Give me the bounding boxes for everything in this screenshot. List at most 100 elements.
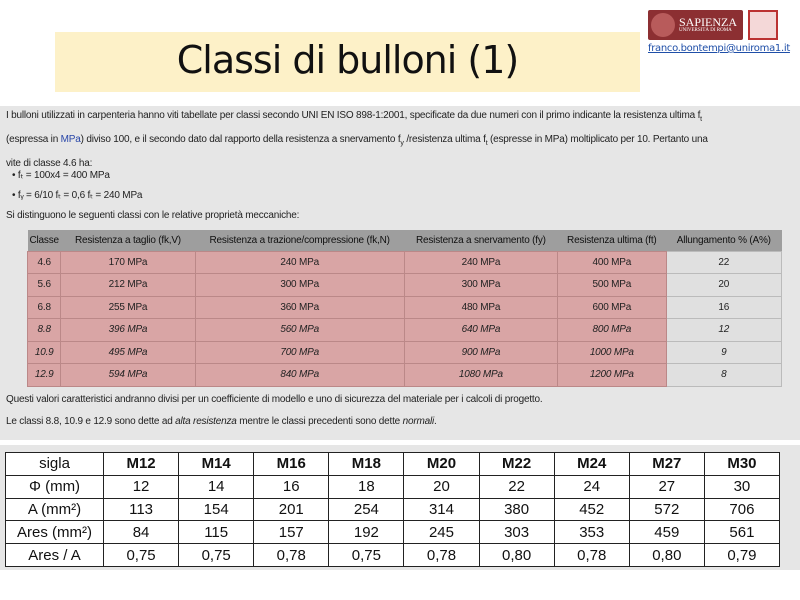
table-cell: 8 — [665, 363, 783, 387]
table-cell: 400 MPa — [557, 250, 667, 274]
table-cell: 700 MPa — [194, 340, 405, 364]
table-cell: 459 — [628, 520, 705, 545]
row-header: A (mm²) — [5, 497, 104, 522]
bolt-sizes-table: sigla M12 M14 M16 M18 M20 M22 M24 M27 M30 Φ (mm) 12… — [5, 452, 781, 567]
column-header: M22 — [478, 452, 555, 476]
column-header: M20 — [403, 452, 480, 476]
table-cell: 640 MPa — [403, 318, 559, 342]
table-cell: 240 MPa — [194, 250, 405, 274]
table-row: 5.6 212 MPa 300 MPa 300 MPa 500 MPa 20 — [26, 273, 783, 297]
table-cell: 9 — [665, 340, 783, 364]
table-cell: 22 — [478, 474, 555, 499]
table-cell: 192 — [328, 520, 405, 545]
column-header: M14 — [178, 452, 255, 476]
table-cell: 113 — [102, 497, 180, 522]
mpa-link[interactable]: MPa — [60, 134, 81, 145]
row-header: Ares (mm²) — [5, 520, 104, 545]
table-row: Φ (mm) 12 14 16 18 20 22 24 27 30 — [5, 474, 781, 499]
table-cell: 240 MPa — [403, 250, 559, 274]
title-band — [55, 32, 640, 92]
table-cell: 18 — [328, 474, 405, 499]
column-header: Resistenza a trazione/compressione (fk,N… — [195, 230, 405, 251]
table-row: 4.6 170 MPa 240 MPa 240 MPa 400 MPa 22 — [26, 250, 783, 274]
table-cell: 560 MPa — [194, 318, 405, 342]
table-cell: 353 — [553, 520, 630, 545]
table-cell: 314 — [403, 497, 480, 522]
table-row: Ares / A 0,75 0,75 0,78 0,75 0,78 0,80 0,78 0,80… — [5, 543, 781, 567]
table-cell: 16 — [253, 474, 330, 499]
table-cell: 84 — [102, 520, 180, 545]
table-cell: 170 MPa — [60, 250, 196, 274]
table-cell: 212 MPa — [60, 273, 196, 297]
table-cell: 0,75 — [102, 543, 180, 567]
table-cell: 27 — [628, 474, 705, 499]
table-cell: 0,80 — [478, 543, 555, 567]
table-cell: 1200 MPa — [557, 363, 667, 387]
table-cell: 500 MPa — [557, 273, 667, 297]
table-row: A (mm²) 113 154 201 254 314 380 452 572 706 — [5, 497, 781, 522]
table-cell: 10.9 — [26, 340, 62, 364]
table-cell: 452 — [553, 497, 630, 522]
table-cell: 12 — [102, 474, 180, 499]
table-cell: 561 — [703, 520, 781, 545]
table-cell: 303 — [478, 520, 555, 545]
table-cell: 300 MPa — [403, 273, 559, 297]
column-header: M30 — [703, 452, 781, 476]
table-cell: 20 — [665, 273, 783, 297]
fbo-logo — [748, 10, 778, 40]
table-cell: 300 MPa — [194, 273, 405, 297]
table-cell: 396 MPa — [60, 318, 196, 342]
table-cell: 12.9 — [26, 363, 62, 387]
column-header: sigla — [5, 452, 104, 476]
table-cell: 0,75 — [328, 543, 405, 567]
classes-intro: Si distinguono le seguenti classi con le… — [6, 210, 300, 221]
table-cell: 5.6 — [26, 273, 62, 297]
table-cell: 1080 MPa — [403, 363, 559, 387]
column-header: Allungamento % (A%) — [666, 230, 782, 251]
column-header: M12 — [102, 452, 180, 476]
column-header: M24 — [553, 452, 630, 476]
column-header: Classe — [27, 230, 61, 251]
table-cell: 12 — [665, 318, 783, 342]
email-link[interactable]: franco.bontempi@uniroma1.it — [648, 43, 790, 54]
table-cell: 115 — [178, 520, 255, 545]
table-cell: 8.8 — [26, 318, 62, 342]
table-row: 8.8 396 MPa 560 MPa 640 MPa 800 MPa 12 — [26, 318, 783, 342]
table-cell: 594 MPa — [60, 363, 196, 387]
seal-icon — [651, 13, 675, 37]
table-cell: 255 MPa — [60, 295, 196, 319]
table-row: 10.9 495 MPa 700 MPa 900 MPa 1000 MPa 9 — [26, 340, 783, 364]
row-header: Ares / A — [5, 543, 104, 567]
table-cell: 4.6 — [26, 250, 62, 274]
table-cell: 20 — [403, 474, 480, 499]
column-header: Resistenza ultima (ft) — [557, 230, 667, 251]
table-cell: 0,75 — [178, 543, 255, 567]
content-block: I bulloni utilizzati in carpenteria hann… — [0, 106, 800, 440]
table-cell: 154 — [178, 497, 255, 522]
table-cell: 6.8 — [26, 295, 62, 319]
table-row: Ares (mm²) 84 115 157 192 245 303 353 459 561 — [5, 520, 781, 545]
table-cell: 16 — [665, 295, 783, 319]
row-header: Φ (mm) — [5, 474, 104, 499]
bullet-fy: fᵧ = 6/10 fₜ = 0,6 fₜ = 240 MPa — [12, 186, 143, 206]
table-cell: 0,78 — [253, 543, 330, 567]
table-cell: 0,78 — [403, 543, 480, 567]
table-cell: 0,79 — [703, 543, 781, 567]
table-cell: 600 MPa — [557, 295, 667, 319]
table-cell: 480 MPa — [403, 295, 559, 319]
table-cell: 706 — [703, 497, 781, 522]
table-cell: 380 — [478, 497, 555, 522]
table-cell: 245 — [403, 520, 480, 545]
note-paragraph: Questi valori caratteristici andranno di… — [6, 394, 543, 405]
table-cell: 0,78 — [553, 543, 630, 567]
table-row: 6.8 255 MPa 360 MPa 480 MPa 600 MPa 16 — [26, 295, 783, 319]
table-cell: 24 — [553, 474, 630, 499]
intro-paragraph: I bulloni utilizzati in carpenteria hann… — [6, 110, 708, 169]
bullet-ft: fₜ = 100x4 = 400 MPa — [12, 166, 142, 186]
table-cell: 22 — [665, 250, 783, 274]
table-cell: 254 — [328, 497, 405, 522]
column-header: M18 — [328, 452, 405, 476]
table-row: 12.9 594 MPa 840 MPa 1080 MPa 1200 MPa 8 — [26, 363, 783, 387]
column-header: Resistenza a taglio (fk,V) — [60, 230, 196, 251]
column-header: M27 — [628, 452, 705, 476]
